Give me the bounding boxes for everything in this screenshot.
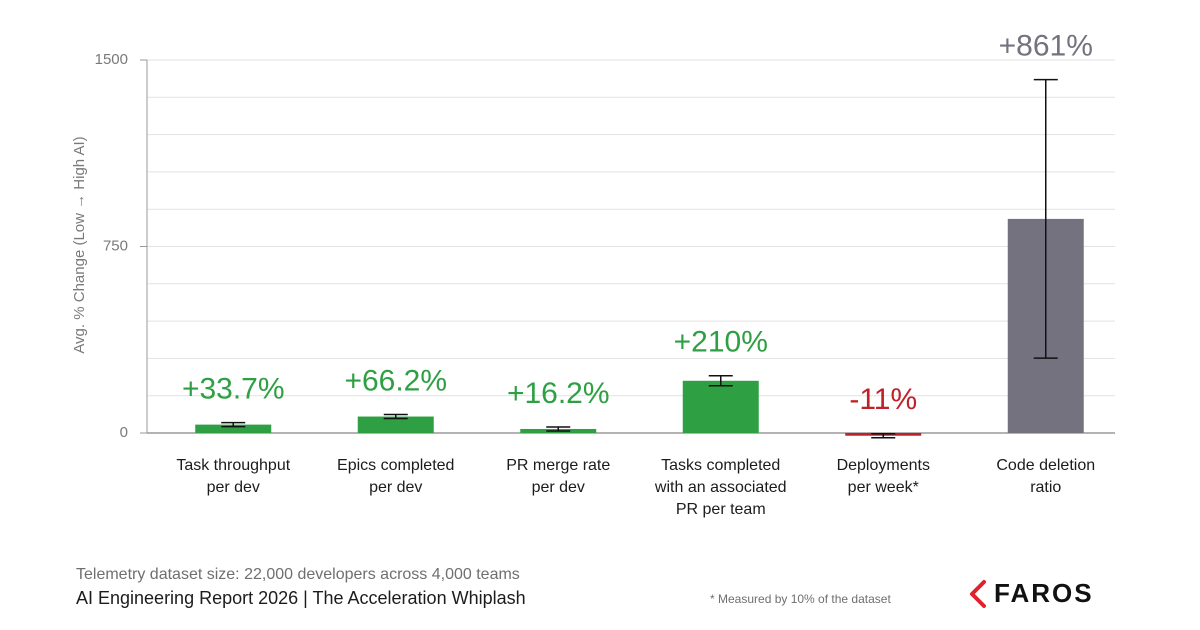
x-tick-label: PR per team	[676, 501, 766, 518]
value-label: +210%	[674, 326, 768, 359]
x-tick-label: Task throughput	[176, 457, 290, 474]
y-tick-label: 1500	[95, 51, 128, 68]
footnote: * Measured by 10% of the dataset	[710, 592, 891, 606]
logo-icon	[970, 580, 986, 608]
value-label: +66.2%	[344, 364, 447, 397]
x-tick-label: PR merge rate	[506, 457, 610, 474]
x-tick-label: per dev	[369, 479, 422, 496]
value-label: +16.2%	[507, 377, 610, 410]
x-tick-label: with an associated	[654, 479, 787, 496]
bar	[195, 424, 272, 433]
y-tick-label: 0	[120, 424, 128, 441]
x-tick-label: Deployments	[837, 457, 930, 474]
x-tick-label: per dev	[532, 479, 585, 496]
bar	[357, 416, 434, 433]
report-title: AI Engineering Report 2026 | The Acceler…	[76, 588, 526, 608]
y-axis-label: Avg. % Change (Low → High AI)	[71, 136, 88, 353]
x-tick-label: per week*	[848, 479, 919, 496]
bar	[682, 380, 759, 433]
x-tick-label: per dev	[207, 479, 260, 496]
value-label: +861%	[999, 30, 1093, 63]
x-tick-label: ratio	[1030, 479, 1061, 496]
value-label: -11%	[849, 383, 917, 416]
x-tick-label: Code deletion	[996, 457, 1095, 474]
x-tick-label: Epics completed	[337, 457, 454, 474]
logo: FAROS	[970, 578, 1094, 608]
y-tick-label: 750	[103, 237, 128, 254]
logo-text: FAROS	[994, 578, 1094, 608]
x-tick-label: Tasks completed	[661, 457, 780, 474]
value-label: +33.7%	[182, 373, 285, 406]
dataset-note: Telemetry dataset size: 22,000 developer…	[76, 566, 520, 583]
